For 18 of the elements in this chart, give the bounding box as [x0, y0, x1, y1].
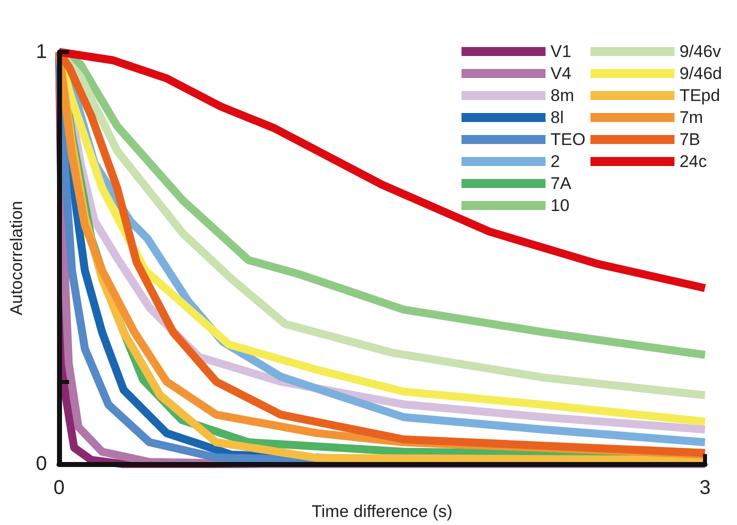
legend-label: 8l — [550, 108, 564, 127]
y-tick-label: 1 — [36, 41, 48, 63]
legend-label: TEO — [550, 130, 586, 149]
legend-label: 24c — [679, 152, 708, 171]
legend-label: V4 — [550, 64, 572, 83]
legend-label: 10 — [550, 196, 570, 215]
legend-label: 7m — [679, 108, 704, 127]
legend-label: 2 — [550, 152, 560, 171]
legend-label: 7B — [679, 130, 700, 149]
y-axis-title: Autocorrelation — [7, 200, 26, 316]
x-tick-label: 3 — [699, 477, 711, 500]
legend-label: TEpd — [679, 86, 720, 105]
x-axis-title: Time difference (s) — [312, 502, 452, 521]
legend-label: 7A — [550, 174, 572, 193]
legend-label: 9/46d — [679, 64, 722, 83]
legend-label: 9/46v — [679, 42, 722, 61]
legend-label: 8m — [550, 86, 574, 105]
legend-label: V1 — [550, 42, 572, 61]
